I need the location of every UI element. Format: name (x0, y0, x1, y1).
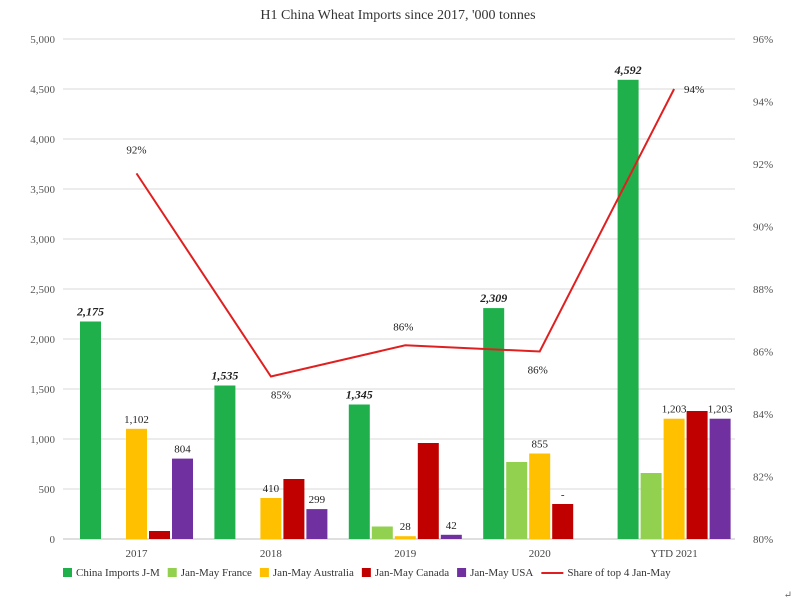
y2-tick-label: 86% (753, 347, 773, 359)
data-label: 1,102 (124, 414, 149, 426)
bar (686, 411, 708, 539)
bar (440, 534, 462, 539)
y2-tick-label: 80% (753, 534, 773, 546)
line-data-label: 86% (528, 365, 548, 377)
y-tick-label: 1,500 (30, 384, 55, 396)
bar (709, 418, 731, 539)
corner-mark: ↵ (783, 590, 792, 601)
bar (260, 498, 282, 539)
x-tick-label: YTD 2021 (650, 548, 697, 560)
bar (417, 443, 439, 539)
legend-label: China Imports J-M (76, 567, 160, 579)
data-label: 28 (400, 521, 412, 533)
y-tick-label: 2,500 (30, 284, 55, 296)
y-tick-label: 500 (39, 484, 56, 496)
data-label: 804 (174, 444, 191, 456)
data-label: - (561, 489, 565, 501)
bar (149, 531, 170, 539)
data-label: 410 (263, 483, 280, 495)
bar (552, 504, 574, 539)
bar (348, 404, 370, 539)
legend-swatch (457, 568, 467, 577)
line-data-label: 85% (271, 390, 291, 402)
legend-label: Jan-May France (181, 567, 252, 579)
bar (663, 418, 685, 539)
bar (306, 509, 328, 539)
y2-tick-label: 94% (753, 97, 773, 109)
data-label: 1,535 (211, 369, 238, 383)
data-label: 2,309 (479, 291, 507, 305)
line-data-label: 94% (684, 84, 704, 96)
y-tick-label: 2,000 (30, 334, 55, 346)
y-tick-label: 0 (50, 534, 56, 546)
data-label: 1,203 (662, 404, 687, 416)
bar (371, 526, 393, 539)
y2-tick-label: 90% (753, 222, 773, 234)
legend-label: Share of top 4 Jan-May (567, 567, 671, 579)
bar (172, 458, 193, 539)
y-tick-label: 4,500 (30, 84, 55, 96)
y-tick-label: 5,000 (30, 34, 55, 46)
x-tick-label: 2019 (394, 548, 417, 560)
y2-tick-label: 84% (753, 409, 773, 421)
data-label: 42 (446, 520, 457, 532)
bar (283, 479, 305, 539)
data-label: 855 (531, 439, 548, 451)
x-tick-label: 2017 (126, 548, 149, 560)
share-line (135, 88, 675, 378)
bar (80, 321, 101, 539)
legend-label: Jan-May Australia (273, 567, 354, 579)
bar (214, 385, 236, 539)
bar (640, 473, 662, 539)
legend-swatch (167, 568, 177, 577)
bar (506, 462, 528, 539)
data-label: 1,345 (346, 388, 373, 402)
legend-label: Jan-May USA (470, 567, 533, 579)
bar (394, 536, 416, 539)
x-tick-label: 2020 (529, 548, 552, 560)
data-label: 299 (309, 494, 326, 506)
y-tick-label: 1,000 (30, 434, 55, 446)
data-label: 4,592 (614, 63, 642, 77)
y2-tick-label: 96% (753, 34, 773, 46)
y-tick-label: 4,000 (30, 134, 55, 146)
legend-swatch (361, 568, 371, 577)
bar (483, 308, 505, 539)
bar (126, 428, 147, 539)
bar (529, 453, 551, 539)
legend-label: Jan-May Canada (375, 567, 449, 579)
data-label: 1,203 (708, 404, 733, 416)
legend-swatch (259, 568, 269, 577)
data-label: 2,175 (76, 305, 104, 319)
bar (617, 79, 639, 540)
chart-title: H1 China Wheat Imports since 2017, '000 … (260, 8, 536, 23)
legend-swatch (63, 568, 72, 577)
y2-tick-label: 92% (753, 159, 773, 171)
y2-tick-label: 88% (753, 284, 773, 296)
y-tick-label: 3,000 (30, 234, 55, 246)
line-data-label: 92% (126, 144, 146, 156)
y-tick-label: 3,500 (30, 184, 55, 196)
line-data-label: 86% (393, 321, 413, 333)
y2-tick-label: 82% (753, 472, 773, 484)
x-tick-label: 2018 (260, 548, 283, 560)
